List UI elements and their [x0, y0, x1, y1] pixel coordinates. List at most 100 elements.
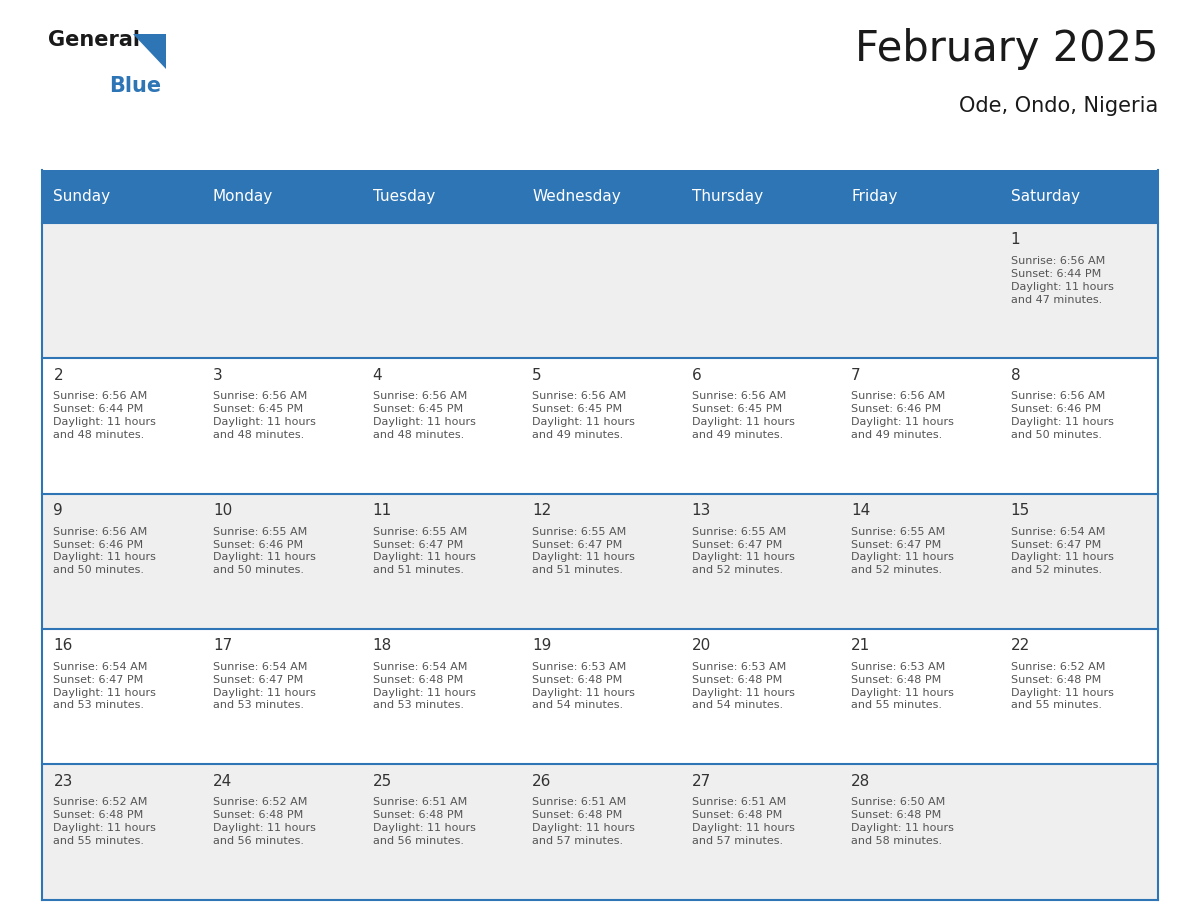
Text: Tuesday: Tuesday	[373, 189, 435, 204]
Text: 11: 11	[373, 503, 392, 518]
Text: 22: 22	[1011, 638, 1030, 654]
Bar	[680, 629, 839, 765]
Text: Blue: Blue	[109, 76, 162, 96]
Bar	[520, 765, 680, 900]
Bar	[361, 223, 520, 358]
Text: 14: 14	[851, 503, 871, 518]
Bar	[42, 494, 201, 629]
Text: 12: 12	[532, 503, 551, 518]
Bar	[839, 223, 999, 358]
Text: 17: 17	[213, 638, 232, 654]
Text: Sunrise: 6:56 AM
Sunset: 6:45 PM
Daylight: 11 hours
and 48 minutes.: Sunrise: 6:56 AM Sunset: 6:45 PM Dayligh…	[213, 391, 316, 440]
Text: Sunrise: 6:55 AM
Sunset: 6:47 PM
Daylight: 11 hours
and 52 minutes.: Sunrise: 6:55 AM Sunset: 6:47 PM Dayligh…	[851, 527, 954, 576]
Text: 5: 5	[532, 367, 542, 383]
Text: 21: 21	[851, 638, 871, 654]
Text: Sunrise: 6:51 AM
Sunset: 6:48 PM
Daylight: 11 hours
and 56 minutes.: Sunrise: 6:51 AM Sunset: 6:48 PM Dayligh…	[373, 798, 475, 845]
Bar	[361, 170, 520, 223]
Text: Sunrise: 6:53 AM
Sunset: 6:48 PM
Daylight: 11 hours
and 55 minutes.: Sunrise: 6:53 AM Sunset: 6:48 PM Dayligh…	[851, 662, 954, 711]
Text: Sunrise: 6:55 AM
Sunset: 6:46 PM
Daylight: 11 hours
and 50 minutes.: Sunrise: 6:55 AM Sunset: 6:46 PM Dayligh…	[213, 527, 316, 576]
Bar	[361, 765, 520, 900]
Bar	[42, 170, 201, 223]
Bar	[680, 170, 839, 223]
Text: 2: 2	[53, 367, 63, 383]
Text: General: General	[48, 30, 139, 50]
Text: 19: 19	[532, 638, 551, 654]
Text: Sunrise: 6:55 AM
Sunset: 6:47 PM
Daylight: 11 hours
and 52 minutes.: Sunrise: 6:55 AM Sunset: 6:47 PM Dayligh…	[691, 527, 795, 576]
Text: Monday: Monday	[213, 189, 273, 204]
Text: Wednesday: Wednesday	[532, 189, 621, 204]
Text: Sunrise: 6:54 AM
Sunset: 6:47 PM
Daylight: 11 hours
and 52 minutes.: Sunrise: 6:54 AM Sunset: 6:47 PM Dayligh…	[1011, 527, 1113, 576]
Text: 26: 26	[532, 774, 551, 789]
Bar	[201, 494, 361, 629]
Text: Sunrise: 6:56 AM
Sunset: 6:46 PM
Daylight: 11 hours
and 49 minutes.: Sunrise: 6:56 AM Sunset: 6:46 PM Dayligh…	[851, 391, 954, 440]
Text: 27: 27	[691, 774, 710, 789]
Text: Sunday: Sunday	[53, 189, 110, 204]
Bar	[201, 223, 361, 358]
Bar	[201, 170, 361, 223]
Text: Sunrise: 6:56 AM
Sunset: 6:45 PM
Daylight: 11 hours
and 49 minutes.: Sunrise: 6:56 AM Sunset: 6:45 PM Dayligh…	[532, 391, 634, 440]
Bar	[680, 765, 839, 900]
Bar	[520, 494, 680, 629]
Text: Sunrise: 6:56 AM
Sunset: 6:45 PM
Daylight: 11 hours
and 48 minutes.: Sunrise: 6:56 AM Sunset: 6:45 PM Dayligh…	[373, 391, 475, 440]
Text: 4: 4	[373, 367, 383, 383]
Text: Sunrise: 6:52 AM
Sunset: 6:48 PM
Daylight: 11 hours
and 55 minutes.: Sunrise: 6:52 AM Sunset: 6:48 PM Dayligh…	[1011, 662, 1113, 711]
Text: Sunrise: 6:52 AM
Sunset: 6:48 PM
Daylight: 11 hours
and 55 minutes.: Sunrise: 6:52 AM Sunset: 6:48 PM Dayligh…	[53, 798, 157, 845]
Text: Sunrise: 6:50 AM
Sunset: 6:48 PM
Daylight: 11 hours
and 58 minutes.: Sunrise: 6:50 AM Sunset: 6:48 PM Dayligh…	[851, 798, 954, 845]
Bar	[42, 358, 201, 494]
Text: 28: 28	[851, 774, 871, 789]
Text: Sunrise: 6:51 AM
Sunset: 6:48 PM
Daylight: 11 hours
and 57 minutes.: Sunrise: 6:51 AM Sunset: 6:48 PM Dayligh…	[532, 798, 634, 845]
Text: Sunrise: 6:53 AM
Sunset: 6:48 PM
Daylight: 11 hours
and 54 minutes.: Sunrise: 6:53 AM Sunset: 6:48 PM Dayligh…	[691, 662, 795, 711]
Text: 24: 24	[213, 774, 232, 789]
Bar	[520, 223, 680, 358]
Bar	[839, 629, 999, 765]
Text: Sunrise: 6:54 AM
Sunset: 6:47 PM
Daylight: 11 hours
and 53 minutes.: Sunrise: 6:54 AM Sunset: 6:47 PM Dayligh…	[213, 662, 316, 711]
Text: Saturday: Saturday	[1011, 189, 1080, 204]
Bar	[42, 765, 201, 900]
Text: Sunrise: 6:56 AM
Sunset: 6:44 PM
Daylight: 11 hours
and 47 minutes.: Sunrise: 6:56 AM Sunset: 6:44 PM Dayligh…	[1011, 256, 1113, 305]
Bar	[680, 223, 839, 358]
Text: 18: 18	[373, 638, 392, 654]
Text: 6: 6	[691, 367, 701, 383]
Bar	[520, 358, 680, 494]
Text: 23: 23	[53, 774, 72, 789]
Text: 1: 1	[1011, 232, 1020, 247]
Bar	[361, 629, 520, 765]
Text: Sunrise: 6:51 AM
Sunset: 6:48 PM
Daylight: 11 hours
and 57 minutes.: Sunrise: 6:51 AM Sunset: 6:48 PM Dayligh…	[691, 798, 795, 845]
Text: 3: 3	[213, 367, 222, 383]
Text: 13: 13	[691, 503, 710, 518]
Bar	[201, 765, 361, 900]
Text: Sunrise: 6:56 AM
Sunset: 6:46 PM
Daylight: 11 hours
and 50 minutes.: Sunrise: 6:56 AM Sunset: 6:46 PM Dayligh…	[1011, 391, 1113, 440]
Bar	[999, 223, 1158, 358]
Bar	[839, 494, 999, 629]
Text: 20: 20	[691, 638, 710, 654]
Bar	[680, 494, 839, 629]
Text: 16: 16	[53, 638, 72, 654]
Bar	[999, 170, 1158, 223]
Text: 7: 7	[851, 367, 861, 383]
Text: 15: 15	[1011, 503, 1030, 518]
Text: Ode, Ondo, Nigeria: Ode, Ondo, Nigeria	[959, 96, 1158, 117]
Bar	[839, 765, 999, 900]
Bar	[520, 170, 680, 223]
Bar	[999, 629, 1158, 765]
Bar	[201, 629, 361, 765]
Bar	[201, 358, 361, 494]
Bar	[999, 765, 1158, 900]
Bar	[839, 170, 999, 223]
Bar	[999, 358, 1158, 494]
Text: Friday: Friday	[851, 189, 897, 204]
Bar	[839, 358, 999, 494]
Text: Thursday: Thursday	[691, 189, 763, 204]
Text: Sunrise: 6:55 AM
Sunset: 6:47 PM
Daylight: 11 hours
and 51 minutes.: Sunrise: 6:55 AM Sunset: 6:47 PM Dayligh…	[532, 527, 634, 576]
Text: Sunrise: 6:55 AM
Sunset: 6:47 PM
Daylight: 11 hours
and 51 minutes.: Sunrise: 6:55 AM Sunset: 6:47 PM Dayligh…	[373, 527, 475, 576]
Bar	[42, 629, 201, 765]
Text: Sunrise: 6:52 AM
Sunset: 6:48 PM
Daylight: 11 hours
and 56 minutes.: Sunrise: 6:52 AM Sunset: 6:48 PM Dayligh…	[213, 798, 316, 845]
Text: Sunrise: 6:53 AM
Sunset: 6:48 PM
Daylight: 11 hours
and 54 minutes.: Sunrise: 6:53 AM Sunset: 6:48 PM Dayligh…	[532, 662, 634, 711]
Bar	[680, 358, 839, 494]
Bar	[361, 358, 520, 494]
Text: Sunrise: 6:56 AM
Sunset: 6:45 PM
Daylight: 11 hours
and 49 minutes.: Sunrise: 6:56 AM Sunset: 6:45 PM Dayligh…	[691, 391, 795, 440]
Polygon shape	[133, 34, 166, 69]
Text: Sunrise: 6:54 AM
Sunset: 6:47 PM
Daylight: 11 hours
and 53 minutes.: Sunrise: 6:54 AM Sunset: 6:47 PM Dayligh…	[53, 662, 157, 711]
Bar	[520, 629, 680, 765]
Bar	[361, 494, 520, 629]
